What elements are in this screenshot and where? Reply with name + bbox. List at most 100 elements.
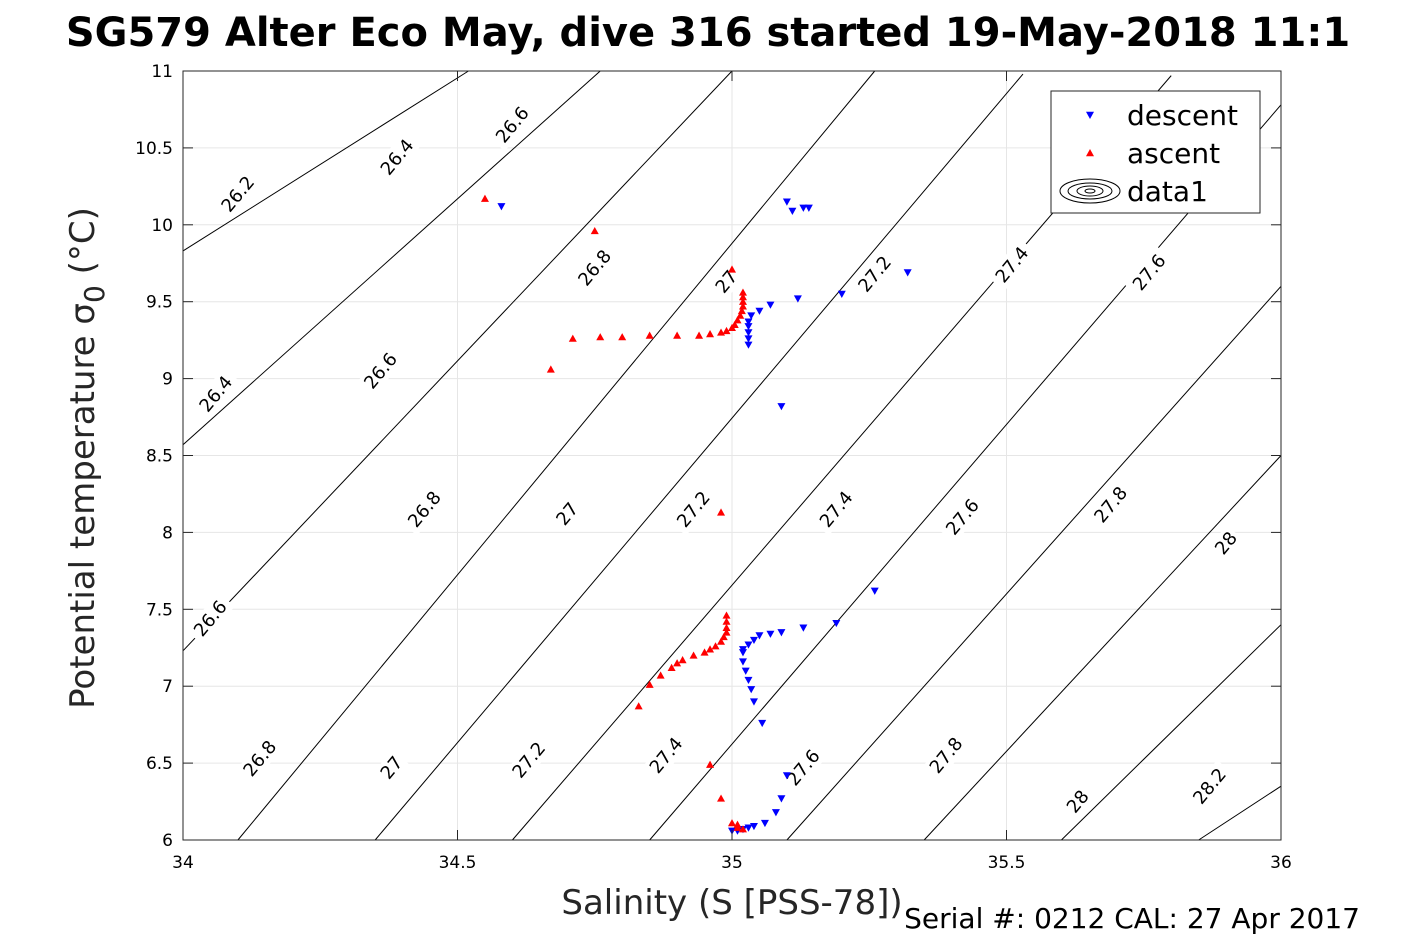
y-axis-label-unit: (°C) <box>63 207 103 274</box>
ascent-point <box>568 334 577 342</box>
ascent-point <box>480 194 489 202</box>
ascent-point <box>738 293 747 301</box>
descent-point <box>760 819 769 828</box>
x-axis-label: Salinity (S [PSS-78]) <box>561 883 902 923</box>
ascent-point <box>667 663 676 671</box>
descent-point <box>747 312 756 320</box>
sigma-contour-line <box>182 70 733 652</box>
descent-point <box>777 795 786 803</box>
descent-point <box>497 203 506 211</box>
descent-point <box>755 632 764 640</box>
ascent-point <box>678 656 687 664</box>
contour-label-bg <box>1124 246 1174 299</box>
legend-contour-ring <box>1067 182 1113 200</box>
tick-layer: 34 34.5 35 35.5 36 6 6.5 7 7.5 8 8.5 9 9.5 10 10.5 11 <box>135 62 1292 873</box>
descent-point <box>744 676 753 685</box>
ascent-point <box>738 825 747 833</box>
descent-point <box>804 204 813 212</box>
contour-label-bg <box>1208 525 1244 561</box>
ascent-point <box>673 331 682 339</box>
contour-label-bg <box>235 732 285 785</box>
contour-label-bg <box>400 483 449 536</box>
y-tick-label: 8 <box>162 523 173 543</box>
y-tick-label: 10.5 <box>135 139 173 159</box>
descent-point <box>758 719 767 728</box>
y-tick-label: 8.5 <box>146 447 173 467</box>
legend-marker-ascent <box>1086 149 1094 157</box>
contour-label-bg <box>778 741 828 794</box>
contour-label-bg <box>487 98 537 152</box>
ascent-point <box>736 311 745 319</box>
ascent-point <box>717 794 726 802</box>
ascent-point <box>706 329 715 338</box>
contour-label-bg <box>987 238 1037 292</box>
descent-point <box>799 204 808 212</box>
descent-point <box>832 619 841 628</box>
ascent-point <box>645 331 654 339</box>
contour-label-group: 27.4 <box>641 729 691 782</box>
ascent-point <box>645 680 654 688</box>
ascent-point <box>738 302 747 310</box>
y-axis-label-main: Potential temperature σ <box>63 303 103 709</box>
descent-point <box>793 295 802 303</box>
ascent-point <box>596 333 605 341</box>
descent-point <box>744 641 753 649</box>
ascent-point <box>634 702 643 710</box>
ascent-point <box>722 617 731 625</box>
x-tick-label: 34.5 <box>439 853 477 873</box>
y-axis-label-space <box>63 274 103 285</box>
y-axis-label-subscript: 0 <box>78 285 111 303</box>
contour-label-bg <box>938 490 987 544</box>
y-tick-label: 10 <box>151 216 173 236</box>
descent-point <box>777 403 786 411</box>
x-tick-label: 34 <box>172 853 194 873</box>
ascent-point <box>700 648 709 656</box>
legend-marker-descent <box>1086 111 1094 119</box>
contour-label-bg <box>372 130 422 184</box>
ascent-point <box>689 651 698 659</box>
descent-point <box>744 329 753 337</box>
y-tick-label: 9.5 <box>146 293 173 313</box>
ascent-point <box>722 326 731 335</box>
legend-label-descent: descent <box>1127 99 1238 132</box>
ascent-point <box>546 365 555 373</box>
y-tick-label: 9 <box>162 370 173 390</box>
ascent-point <box>738 288 747 296</box>
ascent-point <box>733 823 742 831</box>
descent-point <box>749 636 758 645</box>
descent-point <box>741 667 750 675</box>
contour-label-bg <box>1086 478 1136 531</box>
contour-label-bg <box>669 483 718 536</box>
ascent-point <box>717 328 726 336</box>
y-tick-label: 7 <box>162 677 173 697</box>
contour-label-bg <box>374 749 410 786</box>
sigma-contour-line <box>923 455 1282 841</box>
ascent-point <box>722 623 731 631</box>
descent-point <box>738 658 747 666</box>
contour-layer <box>182 70 1282 841</box>
ascent-point <box>590 226 599 235</box>
legend-contour-ring <box>1059 178 1121 204</box>
contour-label-bg <box>504 733 554 787</box>
y-tick-label: 11 <box>151 62 173 82</box>
descent-point <box>766 301 775 309</box>
descent-point <box>738 649 747 657</box>
sigma-contour-line <box>182 70 601 446</box>
descent-point <box>744 341 753 349</box>
descent-point <box>749 698 758 706</box>
points-layer <box>480 194 912 835</box>
ascent-point <box>738 297 747 305</box>
y-axis-label: Potential temperature σ0 (°C) <box>63 207 111 709</box>
chart-title: SG579 Alter Eco May, dive 316 started 19… <box>66 10 1350 56</box>
descent-point <box>870 587 879 595</box>
contour-label-bg <box>709 263 744 300</box>
sigma-contour-line <box>649 104 1282 841</box>
contour-label-bg <box>186 592 235 645</box>
ascent-point <box>722 611 731 619</box>
ascent-point <box>728 819 736 827</box>
contour-label-bg <box>641 729 691 782</box>
legend-contour-ring <box>1084 188 1096 194</box>
legend: descent ascent data1 <box>1050 90 1261 214</box>
contour-label-bg <box>1060 783 1096 820</box>
